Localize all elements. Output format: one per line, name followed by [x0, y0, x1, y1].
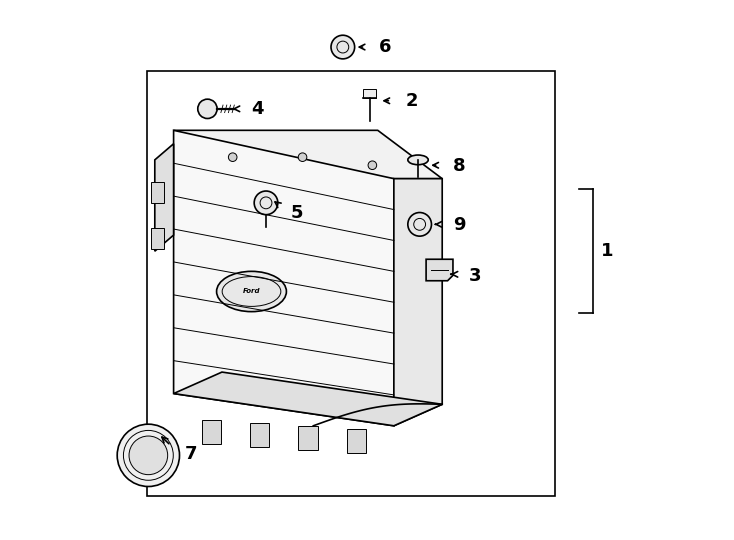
- Circle shape: [228, 153, 237, 161]
- Text: 4: 4: [252, 100, 264, 118]
- Polygon shape: [174, 130, 394, 426]
- Text: 3: 3: [469, 267, 482, 286]
- Text: 6: 6: [379, 38, 392, 56]
- Circle shape: [331, 35, 355, 59]
- Text: 2: 2: [406, 92, 418, 110]
- Text: 1: 1: [600, 242, 613, 260]
- Text: 9: 9: [453, 217, 465, 234]
- Ellipse shape: [217, 271, 286, 312]
- Polygon shape: [202, 420, 221, 444]
- Circle shape: [298, 153, 307, 161]
- Text: 8: 8: [453, 157, 465, 176]
- Circle shape: [129, 436, 167, 475]
- Polygon shape: [174, 372, 442, 426]
- Polygon shape: [155, 144, 174, 251]
- Circle shape: [368, 161, 377, 170]
- Circle shape: [254, 191, 278, 215]
- Polygon shape: [426, 259, 453, 281]
- Bar: [363, 90, 376, 98]
- Bar: [151, 228, 164, 248]
- Text: 5: 5: [291, 204, 303, 221]
- Text: Ford: Ford: [243, 288, 261, 294]
- Ellipse shape: [408, 155, 428, 165]
- Text: 7: 7: [184, 445, 197, 463]
- Polygon shape: [298, 426, 318, 450]
- Polygon shape: [394, 179, 442, 426]
- Bar: [151, 183, 164, 203]
- Circle shape: [408, 213, 432, 236]
- Polygon shape: [174, 130, 442, 179]
- Polygon shape: [346, 429, 366, 453]
- Circle shape: [117, 424, 180, 487]
- Polygon shape: [250, 423, 269, 447]
- Circle shape: [197, 99, 217, 118]
